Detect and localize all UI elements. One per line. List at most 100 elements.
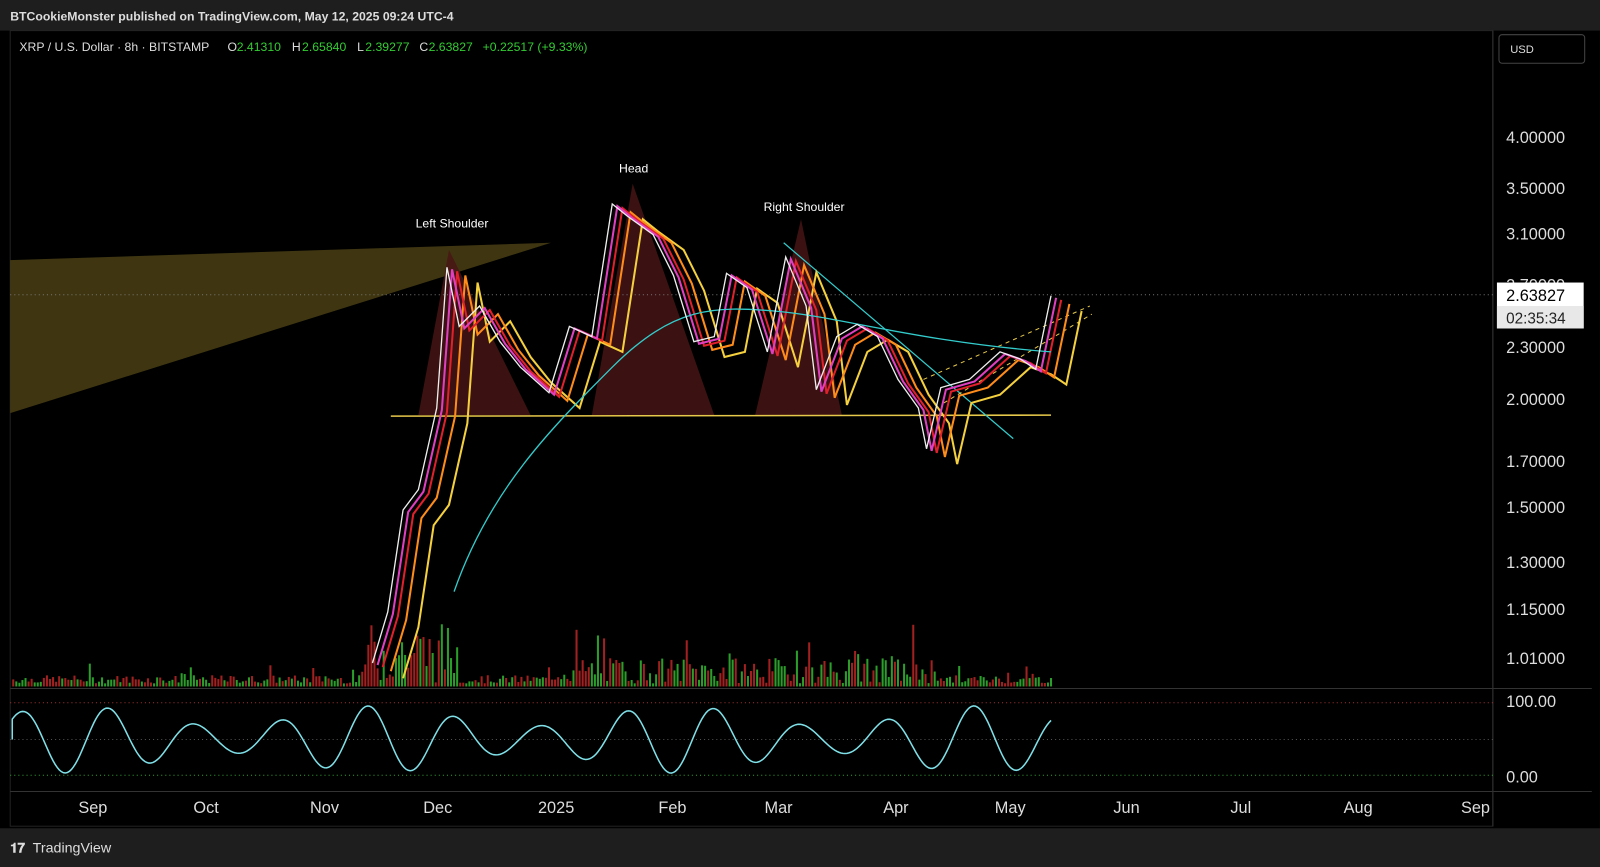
volume-bar (1034, 677, 1037, 687)
volume-bar (985, 680, 988, 687)
volume-bar (183, 674, 186, 687)
price-label: 2.30000 (1506, 339, 1565, 357)
volume-bar (511, 677, 514, 687)
volume-bar (1050, 677, 1053, 687)
volume-bar (217, 679, 220, 687)
price-label: 3.10000 (1506, 226, 1565, 244)
osc-label: 100.00 (1506, 693, 1556, 711)
volume-bar (275, 682, 278, 687)
volume-bar (48, 678, 52, 687)
volume-bar (300, 682, 303, 687)
volume-bar (397, 655, 400, 687)
countdown: 02:35:34 (1506, 310, 1566, 327)
volume-bar (198, 678, 202, 687)
volume-bar (1043, 682, 1046, 687)
volume-bar (765, 682, 768, 687)
volume-bar (125, 676, 128, 687)
volume-bar (645, 680, 648, 687)
ma-line (389, 210, 1071, 672)
volume-bar (296, 680, 299, 687)
volume-bar (798, 683, 802, 687)
volume-bar (734, 658, 737, 687)
volume-bar (388, 674, 391, 687)
volume-bar (235, 679, 238, 687)
volume-bar (251, 676, 254, 687)
volume-bar (1007, 672, 1010, 687)
volume-bar (82, 681, 85, 687)
volume-bar (416, 635, 419, 687)
volume-bar (713, 675, 716, 687)
volume-bar (352, 669, 355, 687)
volume-bar (820, 664, 823, 687)
volume-bar (342, 683, 345, 687)
volume-bar (832, 671, 835, 687)
volume-bar (1031, 673, 1034, 687)
chart-area (9, 30, 1494, 827)
volume-bar (373, 641, 376, 687)
volume-bar (933, 671, 936, 687)
volume-bar (725, 679, 728, 687)
volume-bar (912, 624, 915, 687)
volume-bar (97, 681, 100, 687)
volume-bar (364, 664, 367, 687)
volume-bar (783, 666, 786, 687)
volume-bar (321, 681, 324, 687)
wedge-drawing (10, 242, 552, 414)
volume-bar (495, 682, 498, 687)
volume-bar (532, 677, 535, 687)
volume-bar (110, 679, 113, 687)
volume-bar (306, 678, 309, 687)
volume-bar (505, 677, 508, 687)
volume-bar (303, 677, 306, 687)
volume-bar (1046, 682, 1049, 687)
volume-bar (587, 667, 590, 687)
volume-bar (838, 679, 841, 687)
volume-bar (652, 683, 655, 687)
currency-button[interactable] (1498, 34, 1586, 64)
oscillator-line (11, 705, 1052, 774)
volume-bar (566, 678, 569, 687)
currency: USD (1510, 44, 1534, 56)
time-label: Mar (765, 799, 794, 817)
volume-bar (287, 676, 290, 687)
volume-bar (664, 681, 667, 687)
volume-bar (266, 679, 269, 687)
trendline (783, 242, 1014, 440)
time-axis: Sep Oct Nov Dec 2025 Feb Mar Apr May Jun Jul Aug Sep (78, 799, 1490, 817)
volume-bar (642, 663, 645, 687)
volume-bar (603, 638, 606, 687)
volume-bar (223, 680, 226, 687)
volume-bar (88, 663, 91, 687)
volume-bar (355, 682, 358, 687)
volume-bar (851, 662, 854, 687)
volume-bar (1010, 682, 1013, 687)
volume-bar (685, 640, 688, 687)
volume-bar (789, 680, 792, 687)
time-label: Dec (423, 799, 452, 817)
volume-bar (45, 675, 48, 687)
oscillator (11, 705, 1052, 774)
volume-bar (569, 680, 572, 687)
volume-bar (462, 682, 465, 687)
volume-bar (309, 682, 312, 687)
legend-item: C (419, 40, 428, 54)
volume-bar (688, 664, 691, 687)
volume-bar (762, 676, 765, 687)
volume-bar (422, 637, 425, 687)
volume-bar (55, 681, 58, 687)
current-price: 2.63827 (1506, 287, 1565, 305)
volume-bar (1022, 678, 1025, 687)
volume-bar (517, 681, 520, 687)
volume-bar (128, 682, 131, 687)
volume-bar (596, 635, 599, 687)
volume-bar (339, 678, 342, 687)
volume-bar (348, 682, 352, 687)
volume-bar (967, 678, 970, 687)
volume-bar (786, 674, 789, 687)
volume-bar (64, 678, 67, 687)
volume-bar (808, 642, 811, 687)
volume-bar (817, 676, 820, 687)
volume-bar (477, 682, 480, 687)
volume-bar (315, 676, 318, 687)
volume-bar (413, 653, 416, 687)
